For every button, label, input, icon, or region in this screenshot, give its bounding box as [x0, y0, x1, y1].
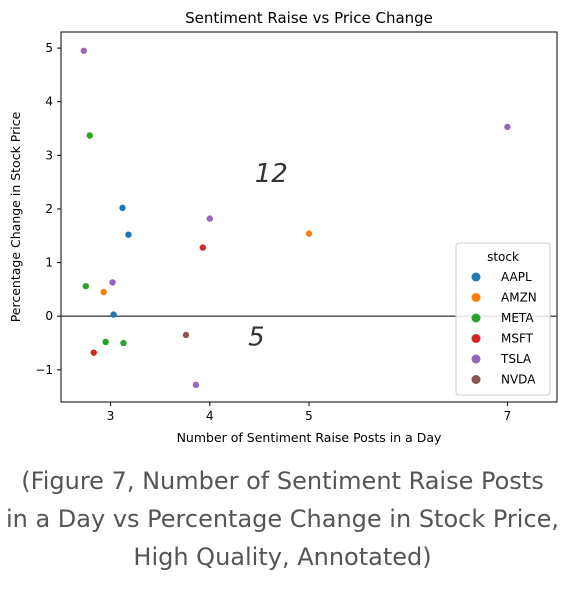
legend-label-aapl: AAPL — [501, 270, 532, 284]
y-tick-label: 0 — [45, 309, 53, 323]
y-tick-label: 1 — [45, 256, 53, 270]
legend-title: stock — [487, 250, 519, 264]
y-tick-label: 3 — [45, 148, 53, 162]
data-point-tsla — [80, 47, 88, 54]
figure-caption: (Figure 7, Number of Sentiment Raise Pos… — [0, 462, 565, 576]
y-axis-label: Percentage Change in Stock Price — [8, 111, 23, 322]
legend-marker-amzn — [471, 293, 481, 302]
data-point-tsla — [206, 215, 213, 222]
caption-line-2: in a Day vs Percentage Change in Stock P… — [5, 505, 560, 533]
data-point-msft — [90, 349, 97, 356]
data-point-msft — [199, 244, 207, 251]
annotation-text: 12 — [255, 159, 288, 189]
data-point-aapl — [119, 204, 126, 212]
x-tick-label: 7 — [504, 409, 512, 423]
legend-marker-msft — [471, 334, 481, 343]
data-point-nvda — [182, 331, 190, 339]
caption-line-3: High Quality, Annotated) — [133, 543, 432, 571]
legend-label-meta: META — [501, 311, 534, 325]
legend-marker-tsla — [471, 354, 481, 364]
x-axis-label: Number of Sentiment Raise Posts in a Day — [177, 430, 442, 445]
legend-marker-nvda — [471, 375, 481, 384]
data-point-meta — [86, 132, 93, 139]
data-point-amzn — [305, 230, 313, 237]
x-tick-label: 3 — [107, 409, 115, 423]
legend-marker-meta — [471, 313, 481, 323]
legend-label-msft: MSFT — [501, 332, 534, 346]
y-tick-label: 2 — [45, 202, 53, 216]
y-tick-label: −1 — [35, 363, 53, 377]
annotation-text: 5 — [248, 323, 265, 353]
x-tick-label: 4 — [206, 409, 214, 423]
data-point-meta — [120, 339, 127, 347]
x-tick-label: 5 — [305, 409, 313, 423]
y-tick-label: 4 — [45, 95, 53, 109]
data-point-meta — [82, 282, 90, 290]
legend-label-tsla: TSLA — [500, 352, 532, 366]
chart-title: Sentiment Raise vs Price Change — [185, 9, 433, 27]
data-point-amzn — [100, 288, 107, 296]
y-tick-label: 5 — [45, 41, 53, 55]
data-point-tsla — [109, 279, 116, 286]
legend-label-nvda: NVDA — [501, 373, 536, 387]
data-point-aapl — [125, 231, 132, 238]
data-point-meta — [102, 338, 109, 346]
legend-marker-aapl — [471, 272, 481, 282]
caption-line-1: (Figure 7, Number of Sentiment Raise Pos… — [21, 467, 544, 495]
data-point-tsla — [192, 381, 200, 389]
data-point-aapl — [110, 311, 117, 318]
data-point-tsla — [504, 123, 511, 131]
legend-label-amzn: AMZN — [501, 291, 537, 305]
